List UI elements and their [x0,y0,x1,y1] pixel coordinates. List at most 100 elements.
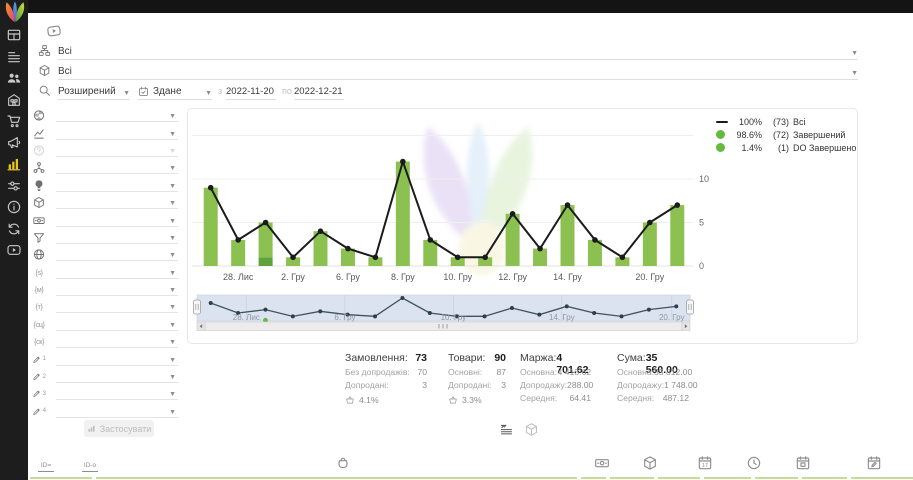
bar-completed[interactable] [560,205,575,266]
main-chart[interactable]: 0 5 10 28. Лис 2. Гру 6. Гру 8. Гру 10. Гру 12. … [188,109,859,345]
filter-row-pencil4[interactable]: 4 ▼ [32,403,178,420]
filter-row-utm-campaign[interactable]: {сц} ▼ [32,316,178,333]
filter-row-trend[interactable]: ▼ [32,124,178,141]
bar-completed[interactable] [478,257,493,266]
bar-completed[interactable] [340,248,355,266]
bar-completed[interactable] [258,222,273,258]
sidebar-item-warehouse[interactable] [6,92,22,108]
legend-item-0[interactable]: 100% (73) Всі [716,115,856,128]
sidebar-item-customers[interactable] [6,70,22,86]
data-point[interactable] [345,245,351,252]
date-to-input[interactable]: 2022-12-21 [294,82,344,100]
filter-row-funnel[interactable]: ▼ [32,229,178,246]
bottombar-caldate-button[interactable]: 17 [697,455,713,471]
bar-completed[interactable] [231,239,246,266]
sidebar-item-settings[interactable] [6,178,22,194]
filter-row-banknote[interactable]: ▼ [32,211,178,228]
filter-row-utm-source[interactable]: {s} ▼ [32,264,178,281]
data-point[interactable] [454,254,461,261]
sidebar-item-orders[interactable] [6,49,22,65]
sidebar-item-marketing[interactable] [6,135,22,151]
data-point[interactable] [207,184,214,191]
filter-select[interactable]: ▼ [56,161,178,175]
series-line-all[interactable] [209,160,678,259]
filter-select[interactable]: ▼ [56,109,178,123]
data-point[interactable] [290,254,296,261]
filter-row-pencil3[interactable]: 3 ▼ [32,385,178,402]
filter-select[interactable]: ▼ [56,283,178,297]
navigator-handle[interactable] [686,299,694,315]
bar-completed[interactable] [203,187,218,266]
bottombar-caledit-button[interactable] [866,455,882,471]
search-mode-select[interactable]: Розширений ▼ [58,82,130,100]
filter-row-question[interactable]: ▼ [32,142,178,159]
group-by-products-toggle[interactable] [524,422,539,437]
filter-select[interactable]: ▼ [56,231,178,244]
bottombar-group-id-alt-button[interactable]: ID-o [82,455,98,472]
sidebar-item-sync[interactable] [6,221,22,237]
data-point[interactable] [400,158,406,165]
legend-item-2[interactable]: 1.4% (1) DO Завершено [716,141,856,154]
sidebar-item-analytics[interactable] [6,156,22,172]
filter-row-utm-content[interactable]: {ск} ▼ [32,333,178,350]
filter-row-utm-term[interactable]: {т} ▼ [32,298,178,315]
bottombar-bag-button[interactable] [335,455,351,471]
bar-completed[interactable] [368,257,383,266]
sidebar-item-video[interactable] [6,242,22,258]
data-point[interactable] [647,219,653,226]
filter-select[interactable]: ▼ [56,179,178,192]
filter-row-globe[interactable]: ▼ [32,246,178,263]
filter-select[interactable]: ▼ [56,196,178,210]
bar-completed[interactable] [395,161,410,266]
filter-select[interactable]: ▼ [56,248,178,262]
sidebar-item-purchases[interactable] [6,113,22,129]
legend-item-1[interactable]: 98.6% (72) Завершений [716,128,856,141]
data-point[interactable] [427,237,434,243]
apply-filters-button[interactable]: Застосувати [84,420,154,437]
filter-row-earth[interactable]: ▼ [32,107,178,124]
status-filter-select[interactable]: Всі ▼ [58,42,858,60]
data-point[interactable] [674,202,681,208]
filter-select[interactable]: ▼ [56,144,178,157]
filter-select[interactable]: ▼ [56,353,178,366]
filter-row-utm-medium[interactable]: {м} ▼ [32,281,178,298]
date-from-input[interactable]: 2022-11-20 [226,82,276,100]
bottombar-calimport-button[interactable] [795,455,811,471]
filter-row-network[interactable]: ▼ [32,159,178,176]
filter-select[interactable]: ▼ [56,387,178,401]
filter-row-bulb[interactable]: ▼ [32,177,178,194]
data-point[interactable] [619,254,626,261]
bar-completed[interactable] [587,239,602,266]
filter-select[interactable]: ▼ [56,127,178,140]
product-filter-select[interactable]: Всі ▼ [58,62,858,80]
bar-completed[interactable] [505,213,520,266]
data-point[interactable] [482,254,488,261]
bar-completed[interactable] [615,257,630,266]
data-point[interactable] [509,211,516,217]
filter-row-pencil1[interactable]: 1 ▼ [32,350,178,367]
navigator-handle[interactable] [193,299,201,315]
data-point[interactable] [592,237,598,243]
bottombar-group-id-button[interactable]: ID= [38,455,54,472]
filter-select[interactable]: ▼ [56,405,178,418]
data-point[interactable] [372,254,379,261]
navigator-scrollbar[interactable] [196,321,691,331]
app-logo[interactable] [2,0,28,26]
bar-completed[interactable] [670,205,685,266]
bar-completed[interactable] [423,239,438,266]
group-by-orders-toggle[interactable] [499,422,514,437]
filter-select[interactable]: ▼ [56,300,178,314]
filter-select[interactable]: ▼ [56,318,178,331]
data-point[interactable] [317,228,324,234]
filter-row-cube[interactable]: ▼ [32,194,178,211]
date-type-select[interactable]: Здане ▼ [138,82,212,100]
video-tutorial-button[interactable] [43,22,65,41]
sidebar-item-info[interactable] [6,199,22,215]
bottombar-clock-button[interactable] [746,455,762,471]
filter-select[interactable]: ▼ [56,335,178,349]
bar-do-completed[interactable] [258,257,273,266]
bottombar-cube-button[interactable] [642,455,658,471]
filter-row-pencil2[interactable]: 2 ▼ [32,368,178,385]
data-point[interactable] [235,237,241,243]
data-point[interactable] [537,245,543,252]
